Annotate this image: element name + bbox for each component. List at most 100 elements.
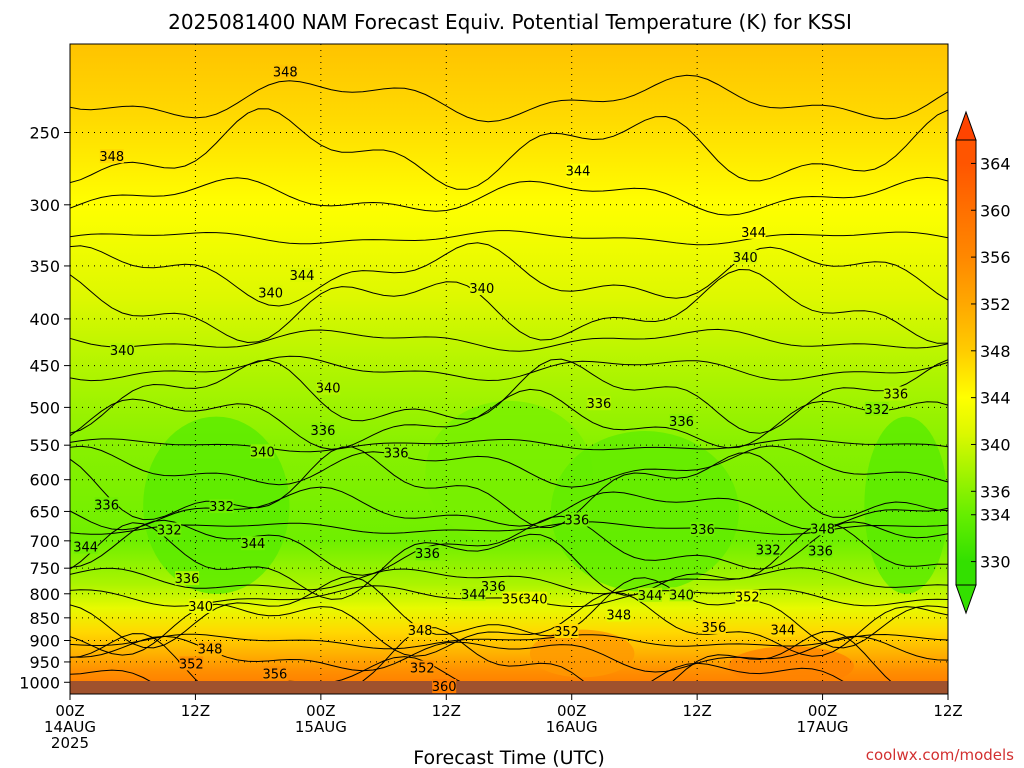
contour-label: 332 — [209, 500, 234, 515]
colorbar-tick-label: 330 — [980, 553, 1011, 572]
contour-label-bg — [188, 598, 213, 613]
contour-label: 344 — [566, 165, 591, 180]
colorbar-tick-label: 348 — [980, 342, 1011, 361]
y-tick-label: 450 — [29, 357, 60, 376]
contour-label-bg — [461, 586, 486, 601]
contour-label: 340 — [469, 282, 494, 297]
contour-label: 348 — [408, 624, 433, 639]
contour-label: 348 — [198, 643, 223, 658]
colorbar-tick-label: 336 — [980, 482, 1011, 501]
y-tick-label: 900 — [29, 631, 60, 650]
y-tick-label: 550 — [29, 436, 60, 455]
colorbar-tick-label: 352 — [980, 295, 1011, 314]
x-tick-date: 15AUG — [295, 718, 347, 736]
contour-label-bg — [410, 660, 435, 675]
contour-label-bg — [810, 521, 835, 536]
x-tick-label: 12Z — [682, 702, 711, 720]
contour-label-bg — [198, 641, 223, 656]
colorbar-tick-label: 364 — [980, 154, 1011, 173]
contour-label-bg — [258, 285, 283, 300]
x-tick-year: 2025 — [51, 734, 89, 752]
contour-label-bg — [432, 679, 457, 694]
contour-label: 340 — [110, 344, 135, 359]
contour-label: 352 — [554, 625, 579, 640]
y-tick-label: 850 — [29, 609, 60, 628]
contour-labels: 348 348 344 344 340 344 340 340 340 340 336 336 332 3… — [73, 64, 908, 695]
colorbar-top-arrow — [955, 110, 977, 141]
field-zone — [529, 629, 635, 678]
contour-lines — [70, 74, 948, 694]
contour-label: 348 — [99, 150, 124, 165]
contour-label-bg — [741, 224, 766, 239]
contour-label: 340 — [669, 588, 694, 603]
contour-label-bg — [408, 623, 433, 638]
contour-label: 336 — [481, 580, 506, 595]
plot-frame — [69, 43, 949, 695]
contour-label-bg — [94, 497, 119, 512]
contour-label: 340 — [250, 445, 275, 460]
y-tick-label: 250 — [29, 123, 60, 142]
contour-label: 348 — [810, 522, 835, 537]
field-zone — [550, 431, 739, 592]
contour-label-bg — [502, 591, 527, 606]
contour-label-bg — [384, 445, 409, 460]
contour-label: 352 — [410, 662, 435, 677]
x-tick-label: 00Z — [306, 702, 335, 720]
contour-label: 344 — [638, 589, 663, 604]
x-axis-label: Forecast Time (UTC) — [413, 747, 604, 768]
contour-label-bg — [735, 589, 760, 604]
colorbar-tick-label: 356 — [980, 248, 1011, 267]
contour-label-bg — [565, 163, 590, 178]
contour-label: 332 — [865, 403, 890, 418]
y-tick-label: 700 — [29, 532, 60, 551]
contour-label-bg — [179, 656, 204, 671]
contour-line — [70, 515, 948, 576]
contour-line — [70, 268, 948, 344]
x-tick-label: 12Z — [181, 702, 210, 720]
contour-label-bg — [481, 578, 506, 593]
contour-label: 336 — [565, 513, 590, 528]
contour-label: 336 — [808, 544, 833, 559]
contour-line — [70, 438, 948, 453]
contour-line — [70, 242, 948, 307]
contour-line — [70, 591, 948, 657]
contour-label-bg — [290, 268, 315, 283]
y-tick-label: 600 — [29, 471, 60, 490]
contour-label: 332 — [756, 543, 781, 558]
contour-label: 340 — [523, 593, 548, 608]
contour-label-bg — [669, 587, 694, 602]
contour-label-bg — [262, 666, 287, 681]
contour-line — [70, 230, 948, 246]
contour-line — [70, 633, 948, 650]
x-tick-label: 00Z — [55, 702, 84, 720]
contour-line — [70, 627, 948, 694]
contour-label: 356 — [502, 593, 527, 608]
contour-label-bg — [586, 396, 611, 411]
contour-label-bg — [808, 543, 833, 558]
contour-label: 336 — [94, 498, 119, 513]
contour-label-bg — [606, 607, 631, 622]
contour-line — [70, 576, 948, 649]
colorbar: 330 334 336 340 344 348 352 356 360 364 — [955, 110, 1011, 615]
contour-line — [70, 567, 948, 595]
contour-label: 352 — [179, 657, 204, 672]
colorbar-tick-label: 344 — [980, 389, 1011, 408]
contour-label: 336 — [669, 415, 694, 430]
contour-label-bg — [469, 281, 494, 296]
contour-label-bg — [523, 591, 548, 606]
field-zone — [425, 400, 593, 546]
contour-label: 336 — [415, 547, 440, 562]
contour-label: 344 — [290, 269, 315, 284]
x-tick-date: 16AUG — [546, 718, 598, 736]
contour-label-bg — [669, 414, 694, 429]
y-tick-label: 750 — [29, 559, 60, 578]
y-tick-label: 800 — [29, 585, 60, 604]
contour-label: 360 — [432, 680, 457, 695]
contour-label-bg — [175, 571, 200, 586]
contour-label: 348 — [273, 66, 298, 81]
contour-label-bg — [756, 542, 781, 557]
contour-line — [70, 445, 948, 488]
contour-label: 340 — [316, 382, 341, 397]
